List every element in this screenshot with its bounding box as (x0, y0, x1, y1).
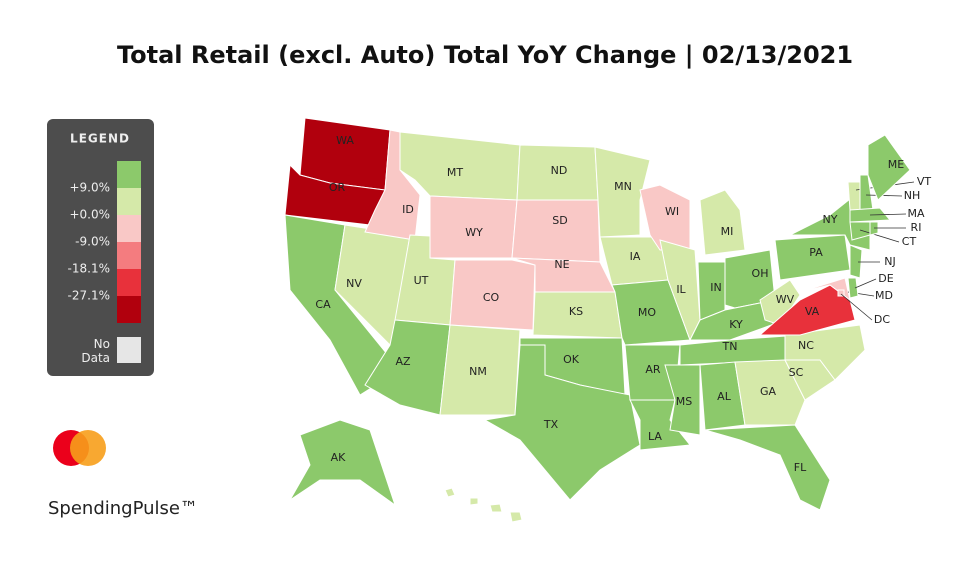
state-label: NJ (884, 255, 895, 268)
leader-line (859, 229, 900, 243)
state-label: MI (721, 225, 734, 238)
state (444, 487, 523, 523)
state (664, 364, 701, 436)
legend-swatch (117, 188, 141, 215)
leader-line (854, 278, 877, 289)
state (837, 289, 845, 297)
state-label: VA (805, 305, 820, 318)
state (847, 181, 861, 211)
state-label: PA (809, 246, 823, 259)
state (449, 259, 536, 331)
state-label: NC (798, 339, 814, 352)
state-label: IA (630, 250, 641, 263)
state (594, 146, 651, 238)
state-label: UT (414, 274, 429, 287)
state-label: WY (465, 226, 483, 239)
state-label: OH (752, 267, 769, 280)
state (784, 324, 866, 381)
legend-swatch-no-data (117, 337, 141, 363)
state-label: AK (331, 451, 347, 464)
state-label: KS (569, 305, 583, 318)
brand-name: SpendingPulse™ (48, 498, 198, 519)
state (869, 221, 879, 236)
legend-no-data-label: No Data (81, 337, 110, 365)
state-label: WA (336, 134, 354, 147)
state (847, 277, 859, 299)
state-label: CO (483, 291, 500, 304)
legend-label: -27.1% (68, 289, 110, 303)
state-label: MO (638, 306, 656, 319)
state-label: TN (722, 340, 738, 353)
state-label: AR (645, 363, 661, 376)
state-label: LA (648, 430, 662, 443)
legend-label: -9.0% (75, 235, 110, 249)
state-label: AL (717, 390, 732, 403)
leader-line (865, 194, 903, 197)
state (849, 244, 863, 279)
state-label: NH (904, 189, 921, 202)
leader-line (869, 213, 907, 216)
state-label: OK (563, 353, 580, 366)
state-label: VT (917, 175, 932, 188)
state (704, 424, 831, 511)
state-label: MD (875, 289, 893, 302)
state-label: ND (551, 164, 568, 177)
state-label: NY (823, 213, 838, 226)
legend-swatch (117, 242, 141, 269)
legend-label: -18.1% (68, 262, 110, 276)
state (799, 277, 851, 302)
state (699, 189, 746, 256)
state (867, 134, 911, 201)
state-label: MA (907, 207, 924, 220)
state-label: KY (729, 318, 743, 331)
state-label: NV (346, 277, 362, 290)
state-label: WV (776, 293, 795, 306)
state-label: FL (794, 461, 807, 474)
legend-swatch (117, 161, 141, 188)
state (511, 199, 601, 263)
legend-swatch (117, 296, 141, 323)
state (289, 419, 396, 507)
state-label: IN (710, 281, 721, 294)
legend-swatch (117, 215, 141, 242)
state-label: DC (874, 313, 890, 326)
logo-orange (70, 430, 106, 466)
state-label: MT (447, 166, 463, 179)
legend-swatch (117, 269, 141, 296)
state (734, 359, 806, 426)
state-label: GA (760, 385, 777, 398)
state-label: RI (911, 221, 922, 234)
state-label: AZ (395, 355, 411, 368)
state-label: SD (552, 214, 567, 227)
state-label: IL (676, 283, 686, 296)
state-label: NE (554, 258, 569, 271)
state-label: WI (665, 205, 679, 218)
state-label: CT (902, 235, 917, 248)
legend-title: LEGEND (70, 132, 130, 146)
state-label: SC (789, 366, 804, 379)
legend-label: +0.0% (69, 208, 110, 222)
state-label: ID (402, 203, 414, 216)
state-label: OR (329, 181, 346, 194)
title: Total Retail (excl. Auto) Total YoY Chan… (117, 41, 853, 69)
state-label: NM (469, 365, 487, 378)
map: WA OR CA NV ID MT WY UT CO AZ NM ND SD NE KS OK TX MN IA MO… (284, 117, 932, 523)
legend-label: +9.0% (69, 181, 110, 195)
state-label: CA (315, 298, 331, 311)
state-label: DE (878, 272, 893, 285)
state-label: MN (614, 180, 632, 193)
state (483, 344, 641, 501)
state-label: MS (676, 395, 692, 408)
state-label: TX (543, 418, 559, 431)
state-label: ME (888, 158, 904, 171)
leader-line (840, 293, 873, 321)
